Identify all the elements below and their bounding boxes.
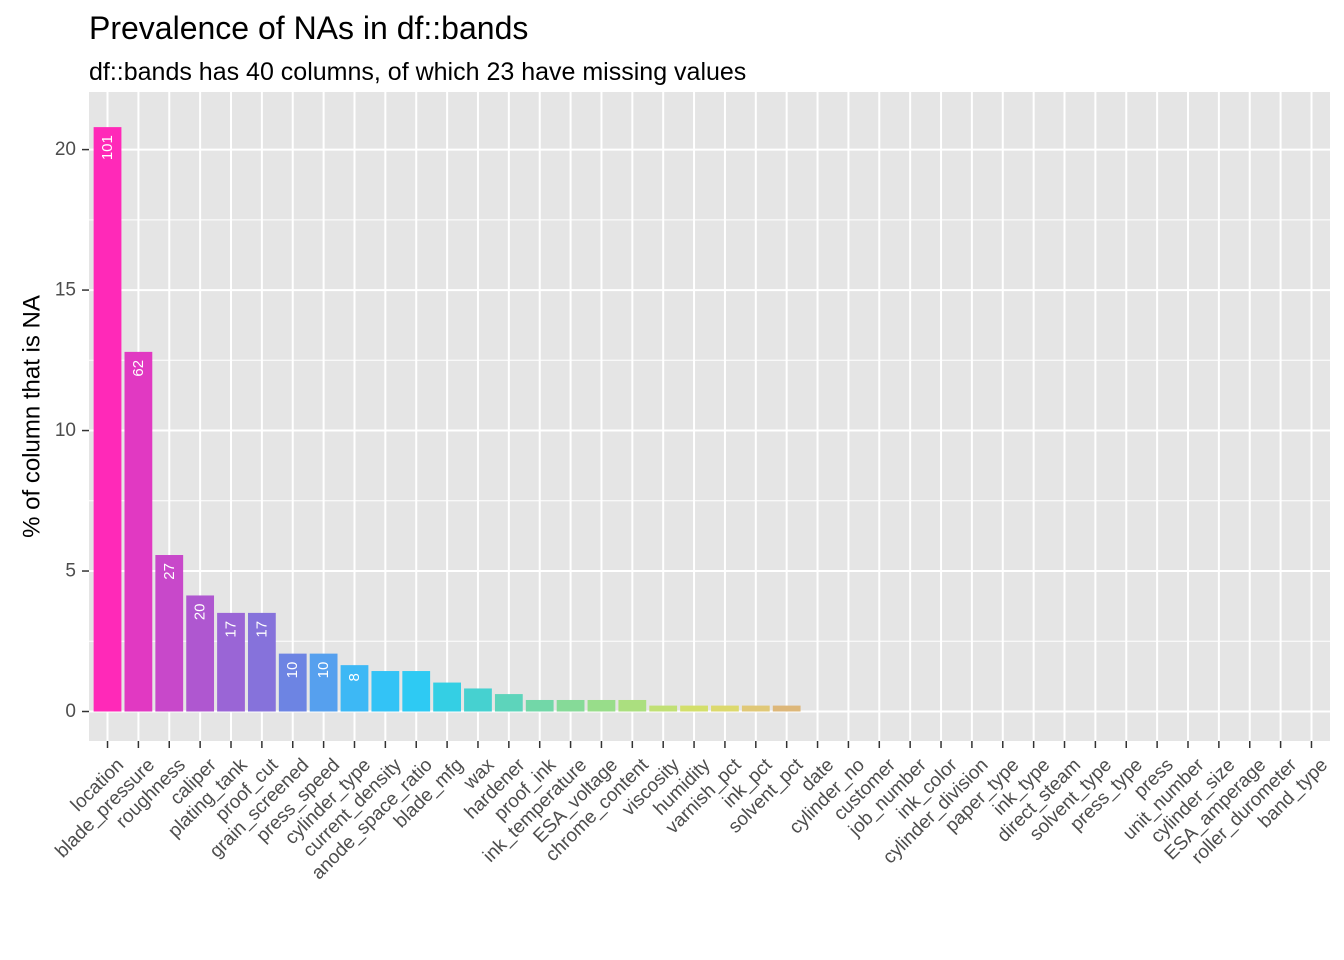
chart-subtitle: df::bands has 40 columns, of which 23 ha… (89, 58, 747, 86)
bar-solvent_pct (772, 705, 801, 712)
bar-grain_screened (278, 653, 307, 712)
y-axis: 0 5 10 15 20 (55, 139, 89, 722)
bar-press_speed (309, 653, 338, 712)
bar-ink_pct (741, 705, 770, 712)
bar-count-label: 17 (223, 621, 240, 638)
bar-count-label: 62 (130, 360, 147, 377)
bar-layer (93, 127, 801, 712)
bar-count-label: 10 (284, 662, 301, 679)
y-axis-title: % of column that is NA (19, 295, 46, 538)
bar-count-label: 17 (253, 621, 270, 638)
bar-count-label: 10 (315, 662, 332, 679)
chart-title: Prevalence of NAs in df::bands (89, 10, 529, 46)
bar-current_density (371, 671, 400, 712)
bar-wax (464, 688, 492, 712)
bar-hardener (494, 694, 523, 712)
plot-panel (89, 92, 1330, 741)
y-tick-label: 5 (65, 561, 76, 582)
bar-plating_tank (217, 612, 245, 712)
bar-count-label: 27 (161, 563, 178, 580)
bar-chrome_content (618, 699, 647, 712)
bar-count-label: 20 (192, 603, 209, 620)
bar-ink_temperature (556, 699, 585, 712)
y-tick-label: 20 (55, 139, 76, 160)
bar-roughness (155, 555, 184, 712)
bar-viscosity (649, 705, 678, 712)
bar-ESA_voltage (587, 699, 616, 712)
bar-caliper (186, 595, 215, 712)
y-tick-label: 15 (55, 280, 76, 301)
x-axis: locationblade_pressureroughnesscaliperpl… (52, 741, 1332, 884)
bar-location (93, 127, 122, 712)
y-tick-label: 10 (55, 420, 76, 441)
bar-count-label: 101 (99, 135, 116, 160)
bar-count-label: 8 (346, 673, 363, 681)
bar-blade_mfg (433, 682, 461, 712)
bar-varnish_pct (711, 705, 739, 712)
bar-blade_pressure (124, 351, 153, 712)
bar-proof_cut (247, 612, 276, 712)
y-tick-label: 0 (65, 701, 76, 722)
bar-anode_space_ratio (402, 671, 431, 712)
bar-cylinder_type (340, 665, 369, 712)
bar-proof_ink (525, 699, 554, 712)
bar-humidity (680, 705, 708, 712)
bar-label-layer: 101 62 27 20 17 17 10 10 8 (99, 135, 363, 681)
